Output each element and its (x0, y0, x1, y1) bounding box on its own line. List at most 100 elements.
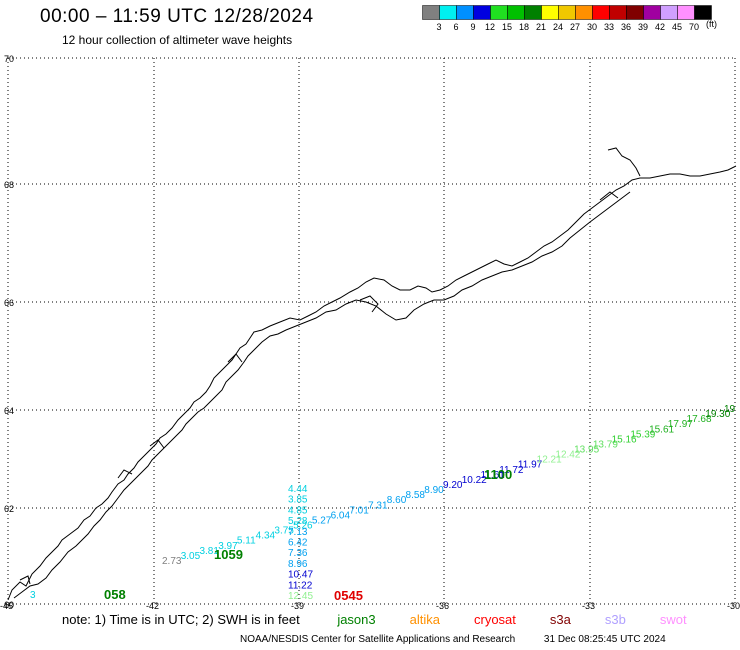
swh-value-partial: 3 (30, 590, 36, 601)
scale-label: 3 (436, 22, 441, 32)
satellite-legend-s3b: s3b (604, 612, 626, 627)
swh-value-track-b: 11.22 (288, 580, 313, 591)
lat-tick-label: 66 (4, 298, 15, 308)
scale-swatch (456, 5, 474, 20)
swh-value-track-b: 3.85 (288, 495, 308, 506)
scale-label: 18 (519, 22, 529, 32)
swh-value-track-a: 8.60 (387, 495, 407, 506)
swh-value-track-a: 12.21 (537, 455, 562, 466)
lon-tick-label: -33 (582, 601, 596, 611)
legend-note: note: 1) Time is in UTC; 2) SWH is in fe… (62, 612, 695, 627)
swh-value-track-b: 5.28 (288, 516, 308, 527)
scale-label: 27 (570, 22, 580, 32)
scale-swatch (507, 5, 525, 20)
scale-label: 15 (502, 22, 512, 32)
legend-note-prefix: note: 1) Time is in UTC; 2) SWH is in fe… (62, 612, 300, 627)
wave-height-color-scale: 3 6 9 12 15 18 21 24 27 30 33 36 39 42 45 70 (422, 5, 712, 32)
swh-value-track-a: 17.97 (668, 419, 693, 430)
scale-swatch (609, 5, 627, 20)
swh-value-track-a: 11.72 (499, 465, 524, 476)
swh-value-track-a: 8.90 (424, 485, 444, 496)
swh-value-track-a: 13.79 (593, 439, 618, 450)
swh-value-track-a: 12.42 (555, 450, 580, 461)
footer-credit: NOAA/NESDIS Center for Satellite Applica… (240, 634, 516, 645)
pass-time-label: 0545 (334, 588, 363, 603)
satellite-legend-swot: swot (659, 612, 687, 627)
scale-label: 70 (689, 22, 699, 32)
swh-value-track-b: 4.44 (288, 484, 308, 495)
swh-value-track-a: 8.58 (406, 490, 426, 501)
swh-value-track-a: 19.30 (705, 409, 730, 420)
satellite-legend-altika: altika (409, 612, 440, 627)
scale-swatch (626, 5, 644, 20)
lat-lon-grid (7, 57, 736, 605)
scale-swatch (541, 5, 559, 20)
swh-value-track-a: 3.97 (218, 541, 238, 552)
swh-value-track-a: 7.31 (368, 500, 388, 511)
swh-value-track-a: 3.81 (199, 546, 219, 557)
scale-label: 39 (638, 22, 648, 32)
scale-label: 45 (672, 22, 682, 32)
swh-value-track-b: 7.36 (288, 548, 308, 559)
footer-timestamp: 31 Dec 08:25:45 UTC 2024 (543, 634, 666, 645)
scale-label: 24 (553, 22, 563, 32)
satellite-legend-jason3: jason3 (337, 612, 376, 627)
scale-swatch (558, 5, 576, 20)
scale-swatch (575, 5, 593, 20)
scale-swatch (524, 5, 542, 20)
lat-tick-label: 60 (4, 600, 15, 610)
swh-value-track-b: 6.42 (288, 538, 308, 549)
lon-tick-label: -30 (727, 601, 740, 611)
greenland-inner-coast (13, 191, 631, 599)
scale-label: 36 (621, 22, 631, 32)
scale-swatch (677, 5, 695, 20)
swh-value-track-a: 5.27 (312, 515, 332, 526)
swh-value-track-a: 6.04 (331, 510, 351, 521)
swh-value-track-a: 4.34 (256, 531, 276, 542)
scale-swatch (643, 5, 661, 20)
scale-label: 6 (453, 22, 458, 32)
swh-value-track-a: 2.73 (162, 556, 182, 567)
swh-value-track-a: 15.61 (649, 424, 674, 435)
scale-swatch (694, 5, 712, 20)
scale-swatch (592, 5, 610, 20)
swh-value-track-a: 11.97 (518, 460, 543, 471)
pass-time-labels: 1059 1100 058 0545 3 (30, 467, 512, 603)
swh-value-track-a: 3.75 (274, 526, 294, 537)
satellite-legend-cryosat: cryosat (473, 612, 516, 627)
pass-time-label: 1100 (484, 467, 512, 482)
coast-islands (19, 147, 641, 585)
swh-value-track-b: 10.47 (288, 570, 313, 581)
swh-value-track-b: 4.85 (288, 505, 308, 516)
scale-label: 42 (655, 22, 665, 32)
scale-swatch (439, 5, 457, 20)
swh-value-track-b: 7.13 (288, 527, 308, 538)
swh-value-track-a: 17.68 (687, 414, 712, 425)
lon-tick-label: -36 (436, 601, 450, 611)
scale-label: 33 (604, 22, 614, 32)
lat-tick-label: 64 (4, 406, 15, 416)
footer: NOAA/NESDIS Center for Satellite Applica… (240, 634, 666, 645)
lat-tick-label: 62 (4, 504, 15, 514)
swh-value-track-a: 15.16 (612, 434, 637, 445)
swh-value-track-a: 7.01 (349, 505, 369, 516)
swh-value-track-a: 3.05 (181, 551, 201, 562)
scale-swatch (490, 5, 508, 20)
page-subtitle: 12 hour collection of altimeter wave hei… (62, 33, 293, 47)
pass-time-label: 058 (104, 587, 126, 602)
swh-value-track-a: 5.11 (237, 536, 256, 547)
scale-swatch (422, 5, 440, 20)
lon-tick-label: -39 (291, 601, 305, 611)
swh-value-track-b: 12.45 (288, 591, 313, 602)
swh-value-track-a: 11.61 (480, 470, 505, 481)
jason3-track-a: 2.73 3.05 3.81 3.97 5.11 4.34 3.75 5.26 5.27 6.04… (162, 404, 736, 567)
pass-time-label: 1059 (214, 547, 243, 562)
lon-tick-label: -42 (146, 601, 160, 611)
swh-value-track-a: 5.26 (293, 521, 313, 532)
scale-label: 9 (470, 22, 475, 32)
swh-value-track-a: 15.39 (630, 429, 655, 440)
lat-tick-label: 68 (4, 180, 15, 190)
scale-swatch (660, 5, 678, 20)
color-scale-unit: (ft) (706, 19, 717, 29)
